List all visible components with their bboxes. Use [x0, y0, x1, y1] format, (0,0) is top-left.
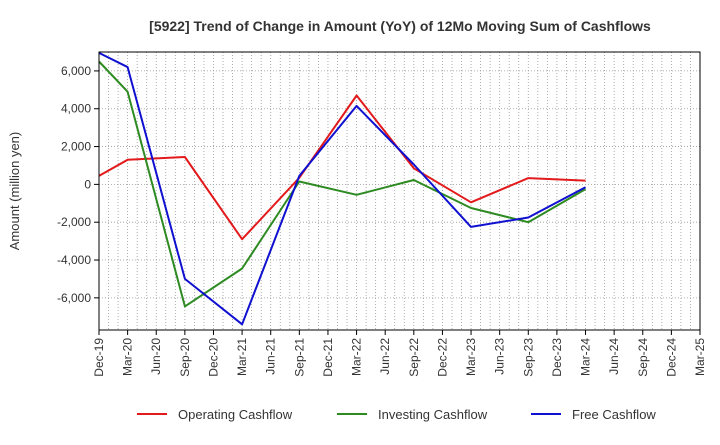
series-line-investing-cashflow — [98, 60, 587, 308]
x-tick-label: Jun-24 — [607, 338, 621, 375]
legend-label-free-cashflow: Free Cashflow — [572, 407, 656, 422]
legend: Operating Cashflow Investing Cashflow Free… — [137, 407, 656, 422]
x-tick-label: Dec-19 — [92, 338, 106, 377]
legend-label-operating-cashflow: Operating Cashflow — [178, 407, 293, 422]
x-tick-label: Dec-20 — [206, 338, 220, 377]
y-tick-label: -6,000 — [57, 291, 91, 305]
y-tick-label: -2,000 — [57, 215, 91, 229]
y-tick-label: 0 — [84, 177, 91, 191]
y-axis-label: Amount (million yen) — [7, 132, 22, 251]
axis-tick-labels: -6,000 -4,000 -2,000 0 2,000 4,000 6,000 Dec-19… — [57, 64, 707, 377]
x-tick-label: Dec-23 — [550, 338, 564, 377]
y-tick-label: -4,000 — [57, 253, 91, 267]
x-tick-label: Sep-21 — [292, 338, 306, 377]
x-tick-label: Mar-23 — [464, 338, 478, 376]
x-tick-label: Jun-20 — [149, 338, 163, 375]
y-tick-label: 6,000 — [61, 64, 91, 78]
x-tick-label: Sep-22 — [407, 338, 421, 377]
x-tick-label: Dec-21 — [321, 338, 335, 377]
x-tick-label: Sep-20 — [178, 338, 192, 377]
grid-lines — [98, 52, 701, 330]
series-line-operating-cashflow — [98, 94, 586, 241]
x-tick-label: Jun-21 — [264, 338, 278, 375]
x-tick-label: Mar-24 — [579, 338, 593, 376]
x-tick-label: Mar-21 — [235, 338, 249, 376]
x-tick-label: Jun-22 — [378, 338, 392, 375]
x-tick-label: Sep-24 — [636, 338, 650, 377]
x-tick-label: Sep-23 — [521, 338, 535, 377]
y-tick-label: 4,000 — [61, 102, 91, 116]
legend-label-investing-cashflow: Investing Cashflow — [378, 407, 488, 422]
x-tick-label: Dec-22 — [435, 338, 449, 377]
y-tick-label: 2,000 — [61, 140, 91, 154]
plot-area-frame — [98, 51, 701, 331]
x-tick-label: Jun-23 — [493, 338, 507, 375]
series-lines — [98, 52, 587, 326]
chart-title: [5922] Trend of Change in Amount (YoY) o… — [149, 18, 651, 34]
x-tick-label: Dec-24 — [664, 338, 678, 377]
x-tick-label: Mar-22 — [350, 338, 364, 376]
series-line-free-cashflow — [98, 52, 586, 326]
x-tick-label: Mar-20 — [121, 338, 135, 376]
x-tick-label: Mar-25 — [693, 338, 707, 376]
